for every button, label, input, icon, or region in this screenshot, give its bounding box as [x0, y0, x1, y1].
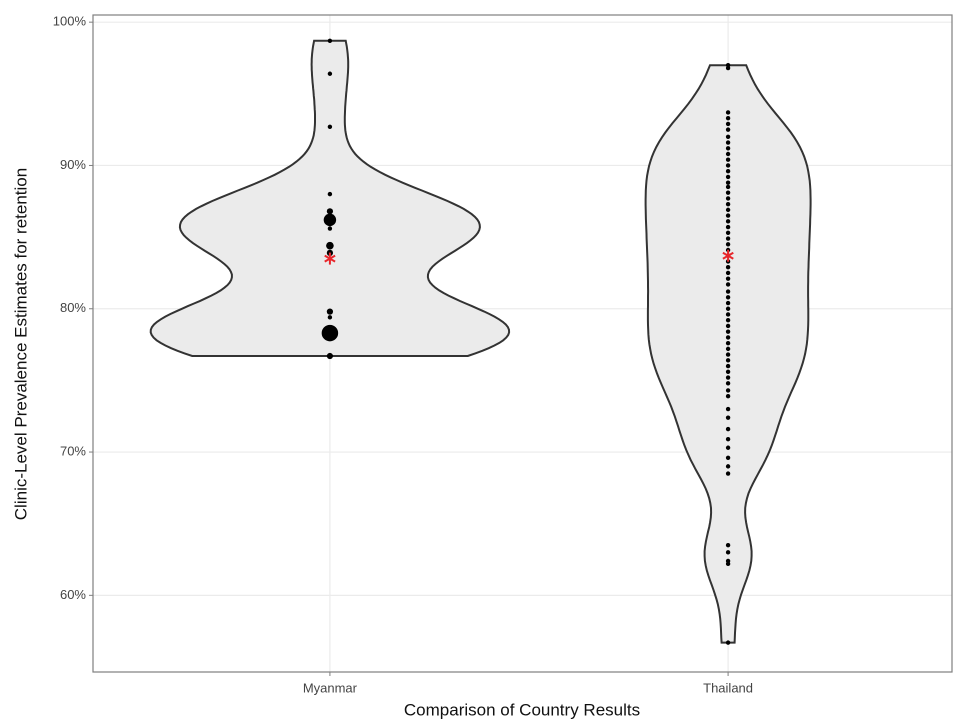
data-point: [725, 151, 731, 157]
data-point: [725, 369, 731, 375]
mean-stroke: [722, 251, 734, 260]
data-point: [326, 352, 334, 360]
x-axis-title: Comparison of Country Results: [404, 700, 640, 719]
data-point: [326, 308, 334, 315]
data-point: [725, 157, 731, 162]
data-point: [725, 542, 731, 548]
data-point: [725, 146, 731, 151]
data-point: [725, 295, 731, 300]
y-tick-label: 70%: [60, 443, 86, 458]
data-point: [725, 224, 731, 230]
data-point: [725, 312, 731, 317]
data-point: [725, 318, 731, 323]
data-point: [725, 230, 731, 236]
data-point: [725, 201, 731, 207]
data-point: [725, 213, 731, 218]
data-point: [725, 184, 731, 190]
data-point: [725, 121, 731, 127]
data-point: [725, 375, 731, 380]
data-point: [321, 324, 339, 342]
axes: 60% 70% 80% 90% 100% Myanmar Thailand: [53, 14, 753, 696]
mean-marker: [722, 249, 734, 262]
data-point: [725, 323, 731, 329]
data-point: [725, 270, 731, 276]
data-point: [725, 282, 731, 287]
data-point: [725, 335, 731, 340]
data-point: [725, 236, 731, 241]
data-point: [725, 346, 731, 352]
data-point: [725, 207, 731, 213]
data-point: [327, 124, 333, 129]
data-point: [725, 388, 731, 393]
data-point: [725, 110, 731, 115]
data-point: [725, 65, 731, 71]
data-point: [725, 352, 731, 357]
data-point: [725, 127, 731, 132]
data-point: [725, 340, 731, 346]
data-point: [725, 264, 731, 270]
data-point: [725, 471, 731, 476]
x-tick-label: Myanmar: [303, 680, 358, 695]
data-point: [725, 289, 731, 294]
data-point: [327, 226, 333, 231]
data-point: [725, 196, 731, 201]
violin: [149, 39, 511, 357]
y-tick-label: 80%: [60, 300, 86, 315]
data-point: [725, 140, 731, 145]
panel-border: [92, 14, 953, 673]
data-point: [327, 38, 333, 43]
data-point: [327, 71, 333, 76]
data-point: [725, 561, 731, 567]
data-point: [327, 315, 333, 320]
data-point: [725, 242, 731, 247]
data-point: [725, 436, 731, 442]
data-point: [725, 426, 731, 432]
data-point: [725, 174, 731, 180]
data-point: [725, 363, 731, 369]
data-point: [725, 406, 731, 412]
data-point: [725, 300, 731, 306]
x-tick-label: Thailand: [703, 680, 753, 695]
data-point: [725, 329, 731, 334]
data-point: [725, 219, 731, 224]
marks: [149, 38, 812, 645]
data-point: [326, 208, 334, 215]
data-point: [725, 115, 731, 121]
data-point: [725, 640, 731, 645]
data-point: [725, 190, 731, 195]
mean-marker: [324, 252, 336, 265]
mean-stroke: [324, 254, 336, 263]
data-point: [725, 445, 731, 450]
data-point: [326, 241, 334, 250]
y-tick-label: 90%: [60, 157, 86, 172]
data-point: [725, 134, 731, 139]
y-axis-title: Clinic-Level Prevalence Estimates for re…: [11, 168, 30, 520]
data-point: [725, 180, 731, 185]
data-point: [725, 163, 731, 168]
y-tick-label: 60%: [60, 587, 86, 602]
data-point: [725, 550, 731, 555]
data-point: [725, 393, 731, 399]
data-point: [323, 213, 337, 227]
data-point: [327, 191, 333, 197]
data-point: [725, 306, 731, 311]
data-point: [725, 415, 731, 420]
data-point: [725, 381, 731, 386]
y-tick-label: 100%: [53, 14, 87, 29]
data-point: [725, 455, 731, 460]
data-point: [725, 168, 731, 174]
data-point: [725, 276, 731, 281]
data-point: [725, 464, 731, 469]
data-point: [725, 358, 731, 363]
